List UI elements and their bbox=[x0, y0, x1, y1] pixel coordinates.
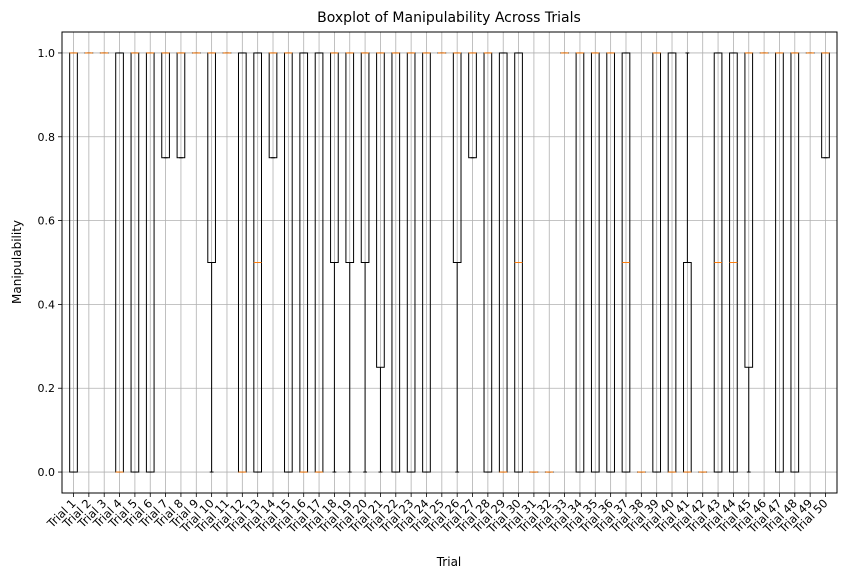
box-series bbox=[69, 52, 830, 473]
box-45 bbox=[744, 52, 754, 473]
box-41 bbox=[683, 52, 692, 473]
box-15 bbox=[284, 52, 293, 473]
box-34 bbox=[575, 52, 585, 473]
box-24 bbox=[422, 52, 431, 473]
box-5 bbox=[130, 52, 140, 473]
y-tick-label: 0.0 bbox=[38, 466, 56, 479]
box-12 bbox=[237, 52, 247, 473]
box-20 bbox=[360, 52, 370, 473]
box-21 bbox=[376, 52, 385, 473]
box-36 bbox=[606, 52, 615, 473]
box-8 bbox=[176, 52, 186, 159]
box-4 bbox=[115, 52, 124, 473]
box-14 bbox=[268, 52, 278, 159]
box-10 bbox=[207, 52, 216, 473]
y-axis-label: Manipulability bbox=[10, 220, 24, 304]
box-26 bbox=[452, 52, 462, 473]
x-axis-label: Trial bbox=[436, 555, 462, 569]
box-28 bbox=[483, 52, 493, 473]
box-16 bbox=[299, 52, 309, 473]
box-44 bbox=[729, 52, 738, 473]
y-tick-label: 1.0 bbox=[38, 47, 56, 60]
box-22 bbox=[391, 52, 401, 473]
box-17 bbox=[314, 52, 324, 473]
y-axis-ticks: 0.0 0.2 0.4 0.6 0.8 1.0 bbox=[38, 47, 62, 479]
y-tick-label: 0.8 bbox=[38, 131, 56, 144]
box-6 bbox=[145, 52, 155, 473]
chart-title: Boxplot of Manipulability Across Trials bbox=[317, 10, 581, 26]
box-19 bbox=[345, 52, 355, 473]
box-37 bbox=[621, 52, 631, 473]
plot-frame bbox=[61, 31, 838, 494]
box-43 bbox=[713, 52, 723, 473]
box-50 bbox=[821, 52, 830, 159]
box-47 bbox=[775, 52, 784, 473]
box-7 bbox=[161, 52, 170, 159]
box-39 bbox=[652, 52, 662, 473]
box-27 bbox=[468, 52, 477, 159]
y-tick-label: 0.6 bbox=[38, 215, 56, 228]
box-1 bbox=[69, 52, 78, 473]
box-30 bbox=[514, 52, 523, 473]
box-29 bbox=[498, 52, 508, 473]
box-13 bbox=[253, 52, 263, 473]
y-tick-label: 0.2 bbox=[38, 382, 56, 395]
box-18 bbox=[330, 52, 339, 473]
box-40 bbox=[667, 52, 677, 473]
box-35 bbox=[590, 52, 600, 473]
box-23 bbox=[406, 52, 416, 473]
box-48 bbox=[790, 52, 800, 473]
y-tick-label: 0.4 bbox=[38, 298, 56, 311]
